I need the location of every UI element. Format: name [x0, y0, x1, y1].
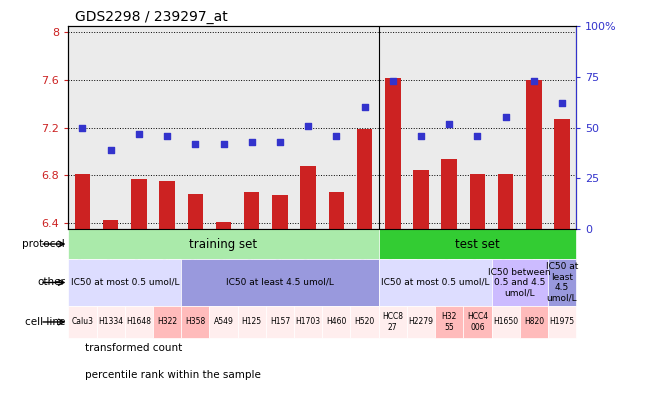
Bar: [464, 306, 492, 338]
Point: [416, 132, 426, 139]
Text: H358: H358: [185, 318, 206, 326]
Text: H1650: H1650: [493, 318, 518, 326]
Bar: [272, 196, 288, 229]
Point: [529, 78, 539, 84]
Text: H2279: H2279: [408, 318, 434, 326]
Bar: [435, 306, 464, 338]
Bar: [181, 306, 210, 338]
Point: [218, 141, 229, 147]
Bar: [548, 306, 576, 338]
Text: H32
55: H32 55: [441, 312, 457, 332]
Text: H820: H820: [524, 318, 544, 326]
Point: [303, 122, 313, 129]
Text: IC50 at least 4.5 umol/L: IC50 at least 4.5 umol/L: [226, 278, 334, 287]
Point: [387, 78, 398, 84]
Bar: [413, 171, 429, 229]
Point: [444, 120, 454, 127]
Text: test set: test set: [455, 237, 500, 251]
Bar: [548, 259, 576, 306]
Bar: [492, 306, 519, 338]
Point: [359, 104, 370, 111]
Text: H1334: H1334: [98, 318, 123, 326]
Text: protocol: protocol: [22, 239, 65, 249]
Text: H1648: H1648: [126, 318, 152, 326]
Bar: [379, 306, 407, 338]
Point: [77, 124, 88, 131]
Bar: [181, 259, 379, 306]
Bar: [498, 174, 514, 229]
Bar: [492, 259, 548, 306]
Bar: [385, 77, 400, 229]
Bar: [554, 119, 570, 229]
Bar: [441, 158, 457, 229]
Bar: [131, 179, 146, 229]
Text: H460: H460: [326, 318, 346, 326]
Bar: [96, 306, 125, 338]
Text: H157: H157: [270, 318, 290, 326]
Point: [557, 100, 567, 107]
Point: [190, 141, 201, 147]
Text: IC50 between
0.5 and 4.5
umol/L: IC50 between 0.5 and 4.5 umol/L: [488, 268, 551, 297]
Text: IC50 at
least
4.5
umol/L: IC50 at least 4.5 umol/L: [546, 262, 578, 303]
Text: H1975: H1975: [549, 318, 575, 326]
Bar: [75, 174, 90, 229]
Bar: [187, 194, 203, 229]
Text: transformed count: transformed count: [85, 343, 182, 353]
Bar: [379, 259, 492, 306]
Bar: [357, 129, 372, 229]
Point: [331, 132, 342, 139]
Bar: [68, 229, 379, 259]
Point: [162, 132, 173, 139]
Bar: [379, 229, 576, 259]
Bar: [266, 306, 294, 338]
Bar: [322, 306, 350, 338]
Text: percentile rank within the sample: percentile rank within the sample: [85, 370, 260, 379]
Bar: [294, 306, 322, 338]
Bar: [159, 181, 175, 229]
Bar: [244, 192, 260, 229]
Bar: [519, 306, 548, 338]
Text: HCC8
27: HCC8 27: [382, 312, 403, 332]
Text: IC50 at most 0.5 umol/L: IC50 at most 0.5 umol/L: [70, 278, 179, 287]
Point: [105, 147, 116, 153]
Bar: [526, 80, 542, 229]
Bar: [329, 192, 344, 229]
Bar: [68, 306, 96, 338]
Bar: [300, 166, 316, 229]
Bar: [215, 222, 231, 229]
Text: H520: H520: [354, 318, 375, 326]
Text: HCC4
006: HCC4 006: [467, 312, 488, 332]
Bar: [103, 220, 118, 229]
Point: [133, 130, 144, 137]
Bar: [469, 174, 485, 229]
Text: H1703: H1703: [296, 318, 321, 326]
Bar: [210, 306, 238, 338]
Bar: [350, 306, 379, 338]
Text: cell line: cell line: [25, 317, 65, 327]
Bar: [153, 306, 181, 338]
Text: A549: A549: [214, 318, 234, 326]
Bar: [238, 306, 266, 338]
Text: IC50 at most 0.5 umol/L: IC50 at most 0.5 umol/L: [381, 278, 490, 287]
Point: [472, 132, 482, 139]
Point: [501, 114, 511, 121]
Text: GDS2298 / 239297_at: GDS2298 / 239297_at: [75, 10, 228, 24]
Bar: [125, 306, 153, 338]
Text: H125: H125: [242, 318, 262, 326]
Text: H322: H322: [157, 318, 177, 326]
Text: training set: training set: [189, 237, 258, 251]
Bar: [68, 259, 181, 306]
Text: other: other: [37, 277, 65, 288]
Bar: [407, 306, 435, 338]
Text: Calu3: Calu3: [72, 318, 94, 326]
Point: [247, 139, 257, 145]
Point: [275, 139, 285, 145]
